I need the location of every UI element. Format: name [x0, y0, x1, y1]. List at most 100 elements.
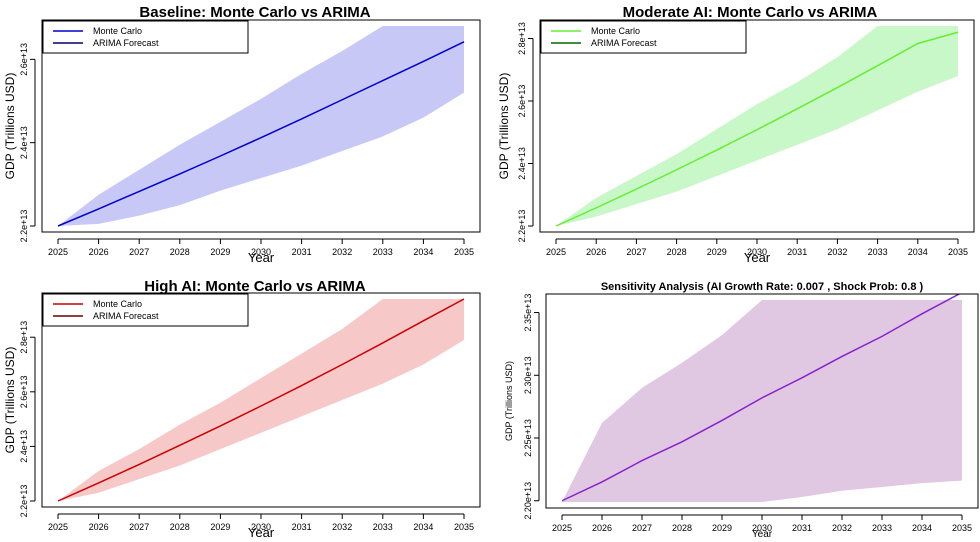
y-tick-label: 2.2e+13 — [517, 210, 527, 243]
legend: Monte Carlo ARIMA Forecast — [42, 293, 249, 327]
plot-frame — [545, 293, 979, 509]
x-tick-label: 2029 — [210, 247, 230, 257]
x-tick-label: 2031 — [792, 523, 812, 533]
plot-frame — [41, 292, 481, 508]
confidence-band — [58, 26, 464, 226]
plot-area — [57, 298, 465, 502]
legend-label: ARIMA Forecast — [93, 38, 159, 48]
x-tick-label: 2035 — [454, 522, 474, 532]
x-tick-label: 2034 — [908, 247, 928, 257]
y-axis-label: GDP (Trillions USD) — [497, 73, 511, 180]
x-tick-label: 2033 — [373, 522, 393, 532]
x-tick-label: 2033 — [373, 247, 393, 257]
plot-frame — [41, 19, 481, 233]
x-tick-label: 2030 — [752, 523, 772, 533]
x-tick-label: 2029 — [712, 523, 732, 533]
x-axis-label: Year — [248, 525, 275, 540]
chart-title: High AI: Monte Carlo vs ARIMA — [144, 278, 366, 295]
legend-label: Monte Carlo — [93, 26, 142, 36]
y-axis-label: GDP (Trillions USD) — [3, 347, 17, 454]
y-axis-label: GDP (Trillions USD) — [504, 361, 514, 441]
x-tick-label: 2032 — [827, 247, 847, 257]
x-tick-label: 2032 — [332, 247, 352, 257]
y-tick-label: 2.4e+13 — [19, 430, 29, 463]
x-tick-label: 2025 — [48, 522, 68, 532]
legend-box — [42, 20, 249, 54]
series-line-monte-carlo — [561, 294, 961, 502]
x-tick-label: 2028 — [667, 247, 687, 257]
y-tick-label: 2.2e+13 — [19, 485, 29, 518]
x-tick-label: 2027 — [626, 247, 646, 257]
series-line-monte-carlo — [555, 31, 959, 227]
y-tick-label: 2.8e+13 — [517, 22, 527, 55]
x-tick-label: 2031 — [292, 247, 312, 257]
x-tick-label: 2028 — [170, 247, 190, 257]
confidence-band — [556, 26, 958, 226]
x-tick-label: 2025 — [552, 523, 572, 533]
x-tick-label: 2033 — [872, 523, 892, 533]
y-axis-label: GDP (Trillions USD) — [3, 73, 17, 180]
legend: Monte Carlo ARIMA Forecast — [42, 20, 249, 54]
legend-label: Monte Carlo — [591, 26, 640, 36]
chart-baseline: 2025 2026 2027 2028 2029 2030 2031 2032 2033 2034… — [3, 4, 481, 265]
chart-title: Moderate AI: Monte Carlo vs ARIMA — [623, 4, 878, 21]
plot-area — [555, 26, 959, 227]
y-tick-label: 2.25e+13 — [523, 419, 533, 457]
legend-label: ARIMA Forecast — [591, 38, 657, 48]
x-tick-label: 2025 — [546, 247, 566, 257]
y-tick-label: 2.2e+13 — [19, 210, 29, 243]
y-tick-label: 2.4e+13 — [19, 126, 29, 159]
plot-area — [57, 26, 465, 227]
plot-frame — [539, 19, 975, 233]
x-tick-label: 2027 — [632, 523, 652, 533]
x-tick-label: 2028 — [170, 522, 190, 532]
legend: Monte Carlo ARIMA Forecast — [540, 20, 747, 54]
y-tick-label: 2.6e+13 — [517, 85, 527, 118]
legend-box — [540, 20, 747, 54]
chart-high-ai: 2025 2026 2027 2028 2029 2030 2031 2032 2033 2034… — [3, 278, 481, 540]
x-tick-label: 2035 — [948, 247, 968, 257]
legend-label: Monte Carlo — [93, 299, 142, 309]
y-tick-label: 2.8e+13 — [19, 321, 29, 354]
chart-moderate-ai: 2025 2026 2027 2028 2029 2030 2031 2032 2033 2034… — [497, 4, 975, 265]
x-tick-label: 2031 — [787, 247, 807, 257]
chart-title: Sensitivity Analysis (AI Growth Rate: 0.… — [601, 281, 924, 293]
y-tick-label: 2.6e+13 — [19, 43, 29, 76]
y-tick-label: 2.4e+13 — [517, 147, 527, 180]
chart-sensitivity-analysis: 2025 2026 2027 2028 2029 2030 2031 2032 2033 2034… — [504, 281, 979, 540]
x-tick-label: 2026 — [586, 247, 606, 257]
x-tick-label: 2026 — [89, 247, 109, 257]
x-tick-label: 2030 — [747, 247, 767, 257]
legend-box — [42, 293, 249, 327]
series-line-monte-carlo — [57, 298, 465, 502]
confidence-band — [58, 299, 464, 501]
y-tick-label: 2.6e+13 — [19, 375, 29, 408]
x-tick-label: 2029 — [707, 247, 727, 257]
x-tick-label: 2026 — [89, 522, 109, 532]
x-tick-label: 2032 — [832, 523, 852, 533]
x-axis-label: Year — [744, 250, 771, 265]
x-tick-label: 2025 — [48, 247, 68, 257]
x-tick-label: 2028 — [672, 523, 692, 533]
x-tick-label: 2026 — [592, 523, 612, 533]
x-tick-label: 2032 — [332, 522, 352, 532]
x-tick-label: 2030 — [251, 522, 271, 532]
plot-area — [561, 294, 962, 502]
x-axis-label: Year — [752, 529, 773, 540]
x-tick-label: 2030 — [251, 247, 271, 257]
chart-title: Baseline: Monte Carlo vs ARIMA — [139, 4, 370, 21]
x-tick-label: 2034 — [413, 522, 433, 532]
x-tick-label: 2035 — [952, 523, 972, 533]
x-tick-label: 2027 — [129, 247, 149, 257]
y-tick-label: 2.30e+13 — [523, 356, 533, 394]
x-axis-label: Year — [248, 250, 275, 265]
x-tick-label: 2031 — [292, 522, 312, 532]
series-line-monte-carlo — [57, 41, 465, 227]
x-tick-label: 2035 — [454, 247, 474, 257]
x-tick-label: 2029 — [210, 522, 230, 532]
x-tick-label: 2033 — [868, 247, 888, 257]
x-tick-label: 2034 — [912, 523, 932, 533]
x-tick-label: 2034 — [413, 247, 433, 257]
x-tick-label: 2027 — [129, 522, 149, 532]
